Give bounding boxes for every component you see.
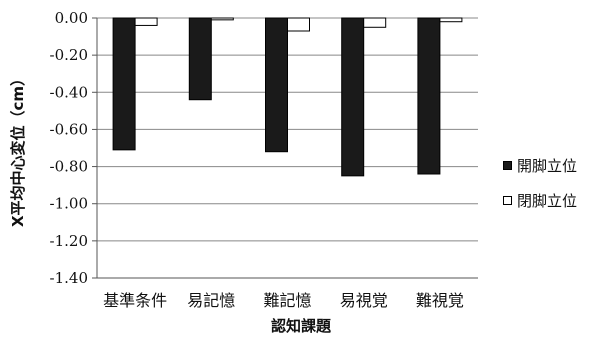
bar-series-1	[341, 17, 365, 177]
legend-item-series-2: 閉脚立位	[503, 190, 577, 211]
x-axis-title: 認知課題	[271, 317, 332, 335]
bar-series-2	[210, 17, 234, 21]
category-label: 難視覚	[416, 291, 464, 310]
category-label: 難記憶	[263, 291, 311, 310]
legend-swatch-filled	[503, 161, 512, 170]
legend-item-series-1: 開脚立位	[503, 155, 577, 176]
y-tick-label: -0.20	[50, 46, 88, 64]
bar-series-1	[188, 17, 212, 101]
bar-series-2	[134, 17, 158, 26]
y-tick-labels: 0.00 -0.20 -0.40 -0.60 -0.80 -1.00 -1.20 -1.40	[50, 9, 88, 287]
bar-series-1	[417, 17, 441, 175]
y-tick-label: -1.00	[50, 195, 88, 213]
y-tick-label: -0.80	[50, 158, 88, 176]
category-labels: 基準条件 易記憶 難記憶 易視覚 難視覚	[103, 291, 464, 310]
y-axis-title: X平均中心変位（cm）	[9, 71, 27, 227]
category-label: 易記憶	[187, 291, 235, 310]
y-tick-label: 0.00	[55, 9, 88, 27]
category-label: 基準条件	[103, 291, 167, 310]
bar-series-2	[439, 17, 463, 23]
legend-swatch-open	[503, 196, 512, 205]
bar-series-1	[265, 17, 288, 153]
legend-label-series-2: 閉脚立位	[517, 192, 578, 210]
legend-label-series-1: 開脚立位	[517, 157, 578, 175]
axes	[92, 17, 478, 279]
y-tick-label: -1.20	[50, 232, 88, 250]
bar-series-2	[363, 17, 387, 28]
bar-series-1	[112, 17, 136, 151]
bars	[112, 17, 463, 177]
y-tick-label: -0.60	[50, 120, 88, 138]
y-tick-label: -0.40	[50, 83, 88, 101]
y-tick-label: -1.40	[50, 269, 88, 287]
bar-series-2	[287, 17, 310, 32]
category-label: 易視覚	[340, 291, 388, 310]
